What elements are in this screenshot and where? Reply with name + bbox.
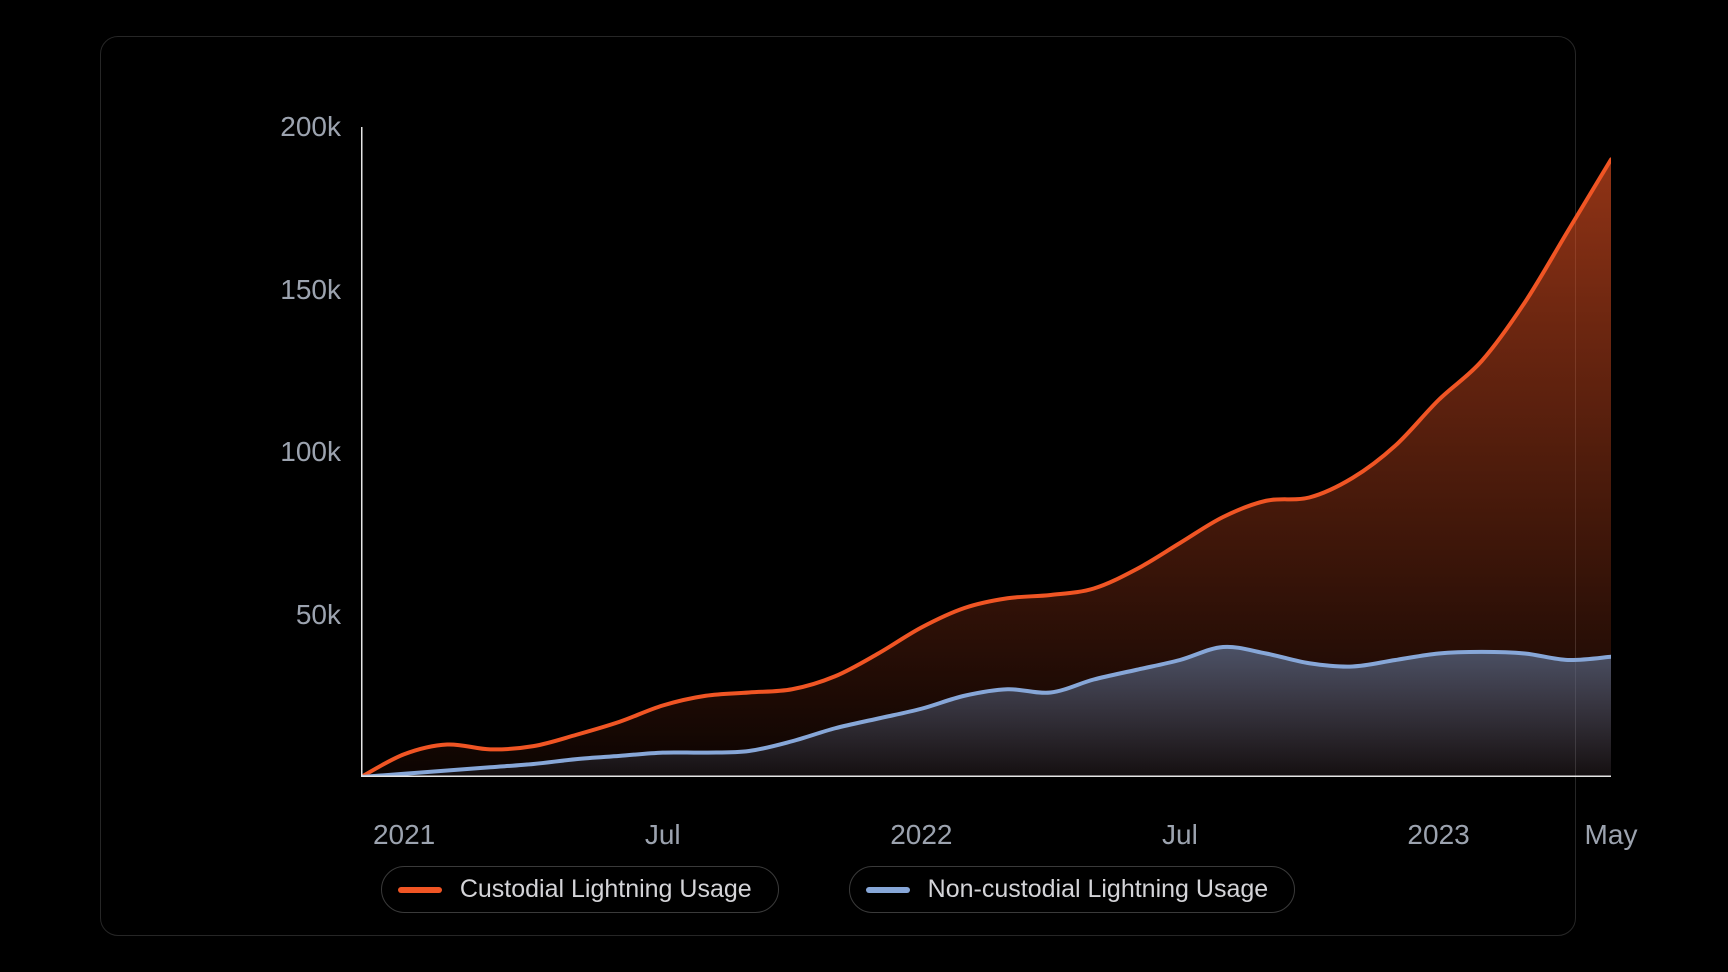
x-tick-label: Jul xyxy=(1162,819,1198,851)
x-tick-label: Jul xyxy=(645,819,681,851)
y-tick-label: 200k xyxy=(241,111,341,143)
x-tick-label: May xyxy=(1585,819,1638,851)
chart-card: 50k100k150k200k 2021Jul2022Jul2023May Cu… xyxy=(100,36,1576,936)
y-tick-label: 50k xyxy=(241,599,341,631)
area-chart xyxy=(361,127,1611,777)
x-tick-label: 2023 xyxy=(1407,819,1469,851)
legend-item-custodial: Custodial Lightning Usage xyxy=(381,866,779,913)
legend-item-noncustodial: Non-custodial Lightning Usage xyxy=(849,866,1296,913)
legend-swatch xyxy=(866,887,910,893)
y-tick-label: 150k xyxy=(241,274,341,306)
x-tick-label: 2022 xyxy=(890,819,952,851)
legend-label: Non-custodial Lightning Usage xyxy=(928,875,1269,904)
x-tick-label: 2021 xyxy=(373,819,435,851)
legend-label: Custodial Lightning Usage xyxy=(460,875,752,904)
legend-swatch xyxy=(398,887,442,893)
y-tick-label: 100k xyxy=(241,436,341,468)
legend: Custodial Lightning Usage Non-custodial L… xyxy=(101,866,1575,913)
